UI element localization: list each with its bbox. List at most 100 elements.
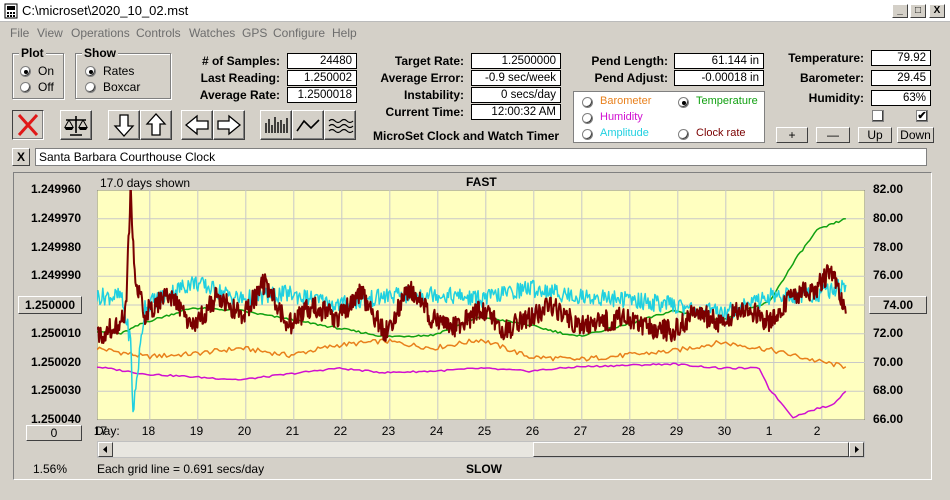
plot-off-label: Off <box>38 80 54 94</box>
menu-operations[interactable]: Operations <box>71 26 130 40</box>
minus-button[interactable]: — <box>816 127 850 143</box>
show-boxcar-label: Boxcar <box>103 80 141 94</box>
barometer-radio[interactable] <box>582 97 593 108</box>
menu-view[interactable]: View <box>37 26 63 40</box>
maximize-button[interactable]: □ <box>910 4 926 18</box>
app-icon <box>4 3 18 19</box>
waves-icon <box>328 118 354 134</box>
clock-name-field[interactable]: Santa Barbara Courthouse Clock <box>35 148 927 166</box>
move-left-button[interactable] <box>181 110 213 140</box>
right-axis-tick-label: 66.00 <box>873 412 904 426</box>
current-time-field: 12:00:32 AM <box>471 104 561 120</box>
percent-label: 1.56% <box>33 462 68 476</box>
plus-button[interactable]: + <box>776 127 808 143</box>
average-rate-field: 1.2500018 <box>287 87 357 103</box>
clock-rate-option: Clock rate <box>696 127 746 139</box>
minimize-button[interactable]: _ <box>892 4 908 18</box>
series-line-barometer <box>97 338 847 370</box>
arrow-left-icon <box>184 114 209 136</box>
clear-clock-button[interactable]: X <box>12 148 30 166</box>
plot-group-title: Plot <box>19 46 46 60</box>
move-right-button[interactable] <box>213 110 245 140</box>
reset-zero-button[interactable]: 0 <box>26 425 82 441</box>
pend-length-field: 61.144 in <box>674 53 764 69</box>
menu-help[interactable]: Help <box>332 26 357 40</box>
fast-label: FAST <box>466 175 497 189</box>
left-checkbox[interactable] <box>872 110 884 122</box>
humidity-radio[interactable] <box>582 113 593 124</box>
arrow-up-icon <box>145 113 167 136</box>
menu-watches[interactable]: Watches <box>189 26 236 40</box>
up-button[interactable]: Up <box>858 127 892 143</box>
move-down-button[interactable] <box>108 110 140 140</box>
target-rate-label: Target Rate: <box>394 54 464 68</box>
move-up-button[interactable] <box>140 110 172 140</box>
day-tick-label: 18 <box>141 424 156 438</box>
scroll-left-icon <box>103 446 107 453</box>
series-line-clock-rate <box>97 190 847 344</box>
chart-panel <box>13 172 932 480</box>
menu-gps[interactable]: GPS <box>242 26 268 40</box>
left-axis-tick-label: 1.250020 <box>31 354 82 369</box>
barometer-option: Barometer <box>600 95 652 107</box>
left-axis-tick-label: 1.250040 <box>31 412 82 426</box>
pend-length-label: Pend Length: <box>591 54 668 68</box>
day-tick-label: 30 <box>717 424 732 438</box>
series-line-humidity <box>97 362 847 419</box>
menu-controls[interactable]: Controls <box>136 26 181 40</box>
plot-on-radio[interactable] <box>20 66 31 77</box>
pend-adjust-field: -0.00018 in <box>674 70 764 86</box>
window-title: C:\microset\2020_10_02.mst <box>22 3 189 18</box>
day-tick-label: 2 <box>813 424 821 438</box>
temperature-field: 79.92 <box>871 50 931 66</box>
menu-configure[interactable]: Configure <box>273 26 326 40</box>
clock-rate-radio[interactable] <box>678 129 689 140</box>
humidity-option: Humidity <box>600 111 643 123</box>
left-axis-center-button[interactable]: 1.250000 <box>18 296 82 314</box>
scroll-left-button[interactable] <box>98 442 113 457</box>
bars-icon <box>265 117 288 133</box>
plot-off-radio[interactable] <box>20 82 31 93</box>
show-boxcar-radio[interactable] <box>85 82 96 93</box>
day-tick-label: 1 <box>765 424 773 438</box>
down-button[interactable]: Down <box>897 127 934 143</box>
amplitude-radio[interactable] <box>582 129 593 140</box>
barometer-field: 29.45 <box>871 70 931 86</box>
day-tick-label: 25 <box>477 424 492 438</box>
stop-button[interactable] <box>12 110 44 140</box>
instability-field: 0 secs/day <box>471 87 561 103</box>
day-tick-label: 27 <box>573 424 588 438</box>
right-checkbox[interactable]: ✔ <box>916 110 928 122</box>
horizontal-scrollbar[interactable] <box>97 441 865 458</box>
red-x-icon <box>17 113 39 137</box>
scroll-right-button[interactable] <box>849 442 864 457</box>
day-tick-label: 29 <box>669 424 684 438</box>
show-rates-radio[interactable] <box>85 66 96 77</box>
balance-button[interactable] <box>60 110 92 140</box>
sensor-select-box: Barometer Temperature Humidity Amplitude… <box>573 91 765 143</box>
samples-label: # of Samples: <box>201 54 280 68</box>
grid-note-label: Each grid line = 0.691 secs/day <box>97 462 265 476</box>
bar-view-button[interactable] <box>260 110 292 140</box>
app-name-label: MicroSet Clock and Watch Timer <box>373 129 560 143</box>
right-axis-center-button[interactable]: 74.00 <box>869 296 927 314</box>
day-tick-label: 20 <box>237 424 252 438</box>
temperature-radio[interactable] <box>678 97 689 108</box>
humidity-field: 63% <box>871 90 931 106</box>
wave-view-button[interactable] <box>324 110 356 140</box>
right-axis-tick-label: 82.00 <box>873 182 904 196</box>
line-view-button[interactable] <box>292 110 324 140</box>
chart-plot-area <box>97 190 865 420</box>
amplitude-option: Amplitude <box>600 127 649 139</box>
average-error-field: -0.9 sec/week <box>471 70 561 86</box>
right-axis-tick-label: 68.00 <box>873 383 904 398</box>
menu-file[interactable]: File <box>10 26 30 40</box>
average-rate-label: Average Rate: <box>199 88 280 102</box>
left-axis-tick-label: 1.249960 <box>31 182 82 196</box>
show-rates-label: Rates <box>103 64 135 78</box>
right-axis-tick-label: 80.00 <box>873 210 904 225</box>
scroll-thumb[interactable] <box>533 442 849 457</box>
left-axis-tick-label: 1.249990 <box>31 268 82 283</box>
pend-adjust-label: Pend Adjust: <box>594 71 668 85</box>
close-button[interactable]: X <box>929 4 945 18</box>
